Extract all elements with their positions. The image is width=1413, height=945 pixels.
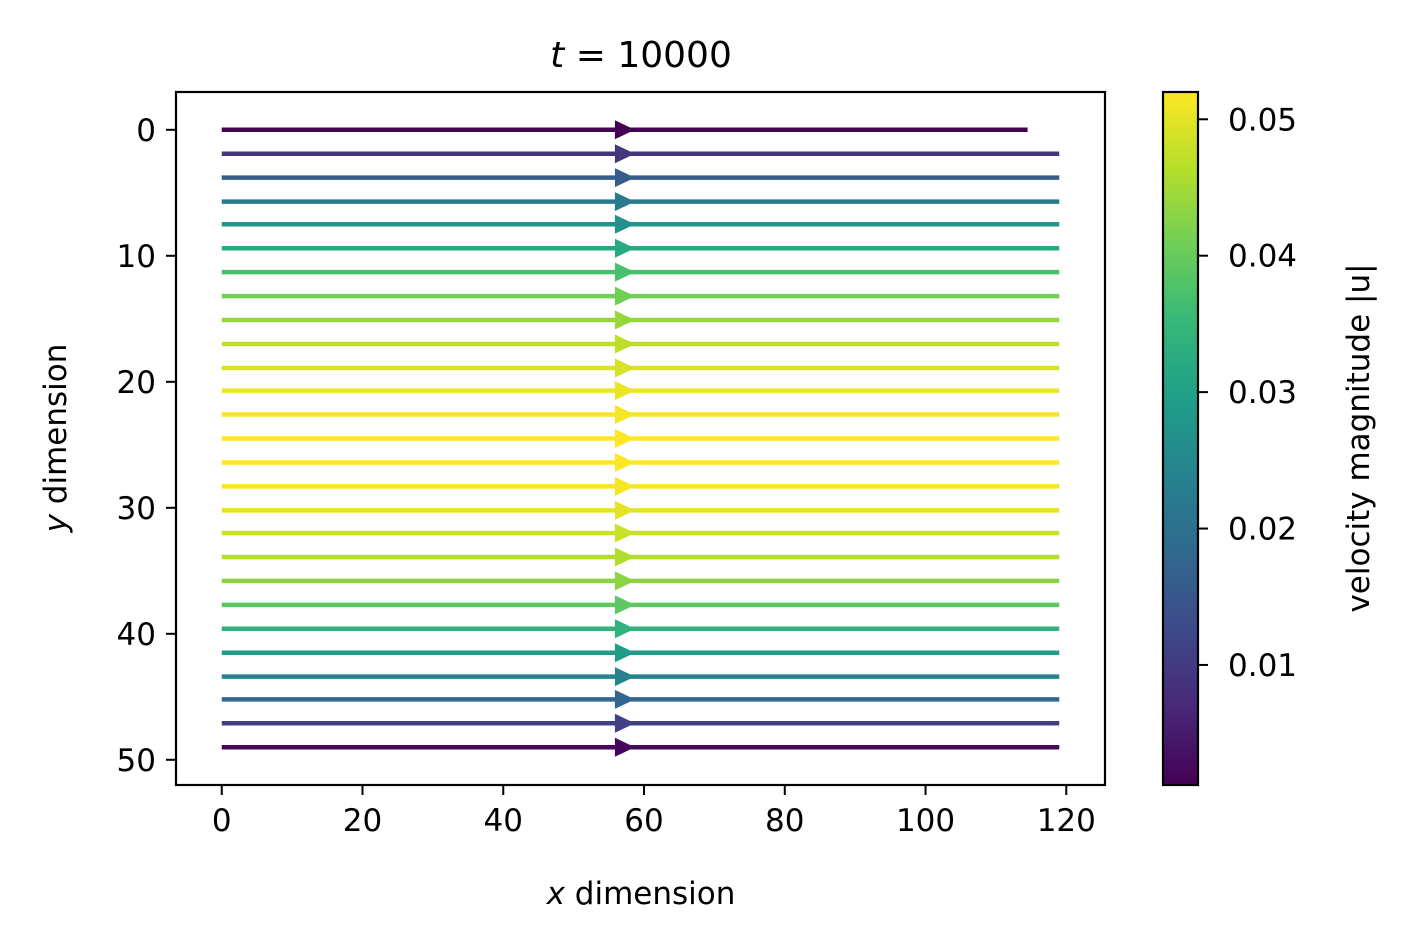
x-tick-label: 60 [624,803,663,839]
streamline-arrow [614,192,635,212]
streamline-arrow [614,452,635,472]
streamline-arrow [614,168,635,188]
streamline-arrow [614,286,635,306]
y-tick-label: 10 [117,239,156,275]
colorbar: 0.01 0.02 0.03 0.04 0.05 velocity magnitude … [1161,90,1377,787]
streamline-arrow [614,643,635,663]
streamline-arrow [614,238,635,258]
streamline-arrow [614,310,635,330]
colorbar-label: velocity magnitude |u| [1341,263,1377,612]
streamline-arrow [614,358,635,378]
streamline-arrow [614,214,635,234]
streamline-arrow [614,571,635,591]
colorbar-ticks: 0.01 0.02 0.03 0.04 0.05 [1198,102,1297,684]
streamline-arrow [614,476,635,496]
streamline-arrow [614,547,635,567]
streamline-arrow [614,144,635,164]
colorbar-tick-label: 0.02 [1228,512,1297,548]
y-tick-label: 20 [117,365,156,401]
x-axis-ticks: 0 20 40 60 80 100 120 [212,785,1096,839]
x-tick-label: 40 [484,803,523,839]
colorbar-tick-label: 0.05 [1228,102,1297,138]
streamline-arrow [614,120,635,140]
streamline-arrow [614,713,635,733]
streamlines-group [221,120,1060,757]
y-tick-label: 40 [117,617,156,653]
y-tick-label: 30 [117,491,156,527]
y-tick-label: 0 [136,113,156,149]
streamline-arrow [614,667,635,687]
streamline-arrow [614,381,635,401]
x-tick-label: 80 [765,803,804,839]
colorbar-fill [1163,92,1198,785]
streamline-arrow [614,405,635,425]
x-tick-label: 0 [212,803,232,839]
y-axis-ticks: 0 10 20 30 40 50 [117,113,176,779]
streamline-arrow [614,429,635,448]
y-tick-label: 50 [117,743,156,779]
colorbar-tick-label: 0.03 [1228,375,1297,411]
plot-area: 0 20 40 60 80 100 120 0 10 20 30 40 50 [117,90,1107,839]
colorbar-tick-label: 0.04 [1228,239,1297,275]
streamline-arrow [614,689,635,709]
plot-frame [174,90,1107,787]
streamline-arrow [614,619,635,639]
colorbar-frame [1161,90,1200,787]
streamline-arrow [614,334,635,354]
x-tick-label: 120 [1037,803,1096,839]
streamline-arrow [614,737,635,757]
colorbar-tick-label: 0.01 [1228,648,1297,684]
streamline-arrow [614,523,635,543]
chart-title: t = 10000 [550,35,732,76]
x-tick-label: 100 [896,803,955,839]
x-tick-label: 20 [343,803,382,839]
x-axis-label: x dimension [546,876,736,912]
y-axis-label: y dimension [38,344,74,534]
streamline-arrow [614,595,635,615]
streamline-arrow [614,500,635,520]
streamline-arrow [614,262,635,282]
